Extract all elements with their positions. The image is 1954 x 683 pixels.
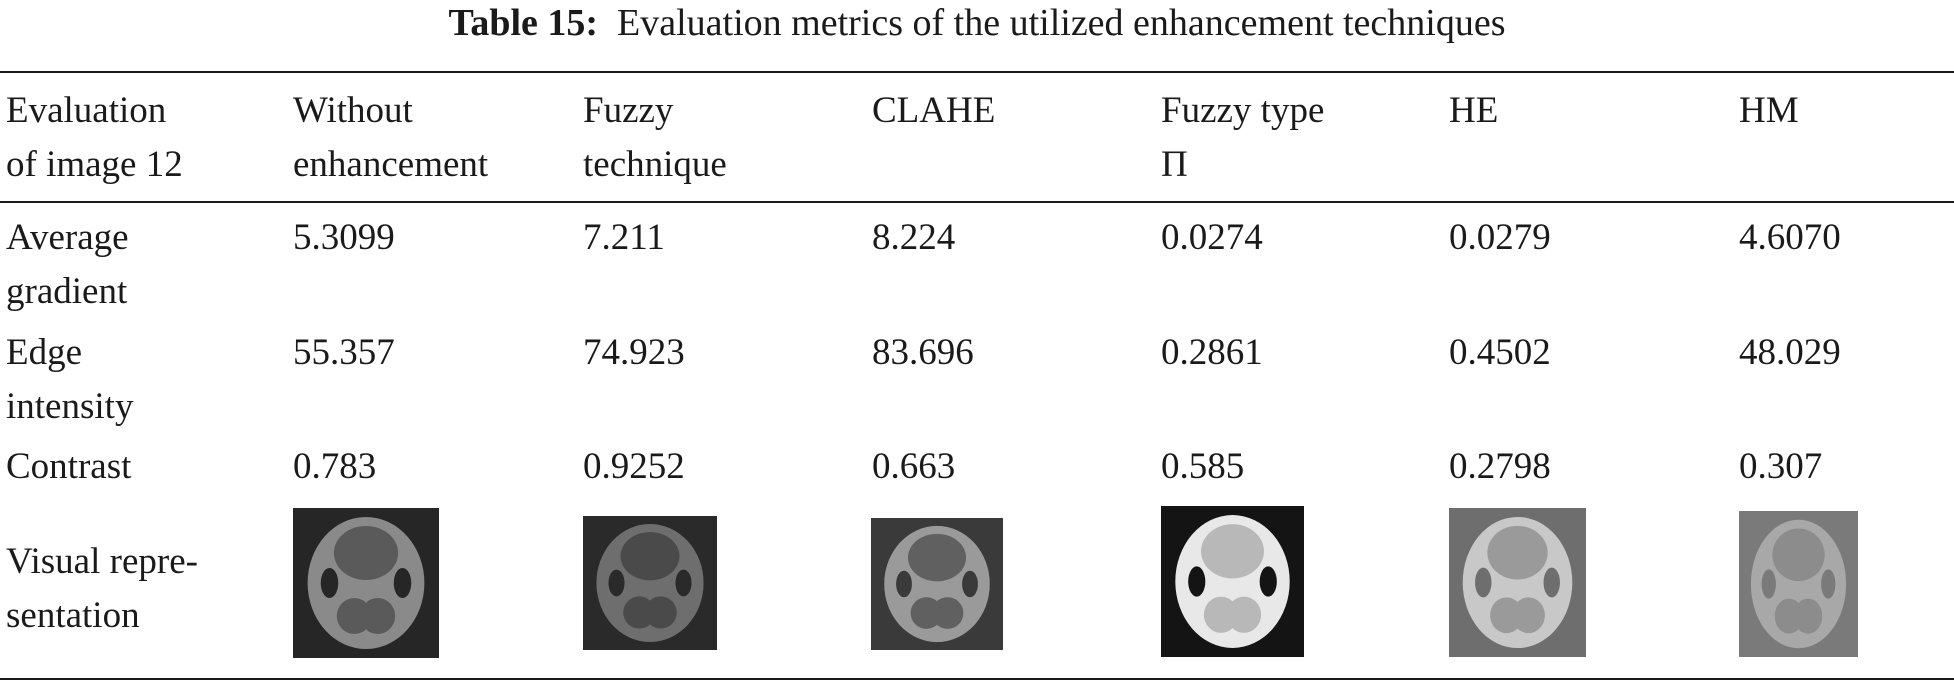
row-label: Contrast <box>6 446 132 487</box>
header-cell: HE <box>1449 90 1499 131</box>
caption-label: Table 15: <box>448 2 599 44</box>
thumbnail <box>293 508 439 658</box>
value-cell: 0.2798 <box>1449 446 1551 487</box>
value-cell: 83.696 <box>872 332 974 373</box>
value-cell: 0.9252 <box>583 446 685 487</box>
thumbnail <box>583 516 717 650</box>
value-cell: 55.357 <box>293 332 395 373</box>
value-cell: 74.923 <box>583 332 685 373</box>
header-cell: Fuzzy type <box>1161 90 1325 131</box>
caption-text: Evaluation metrics of the utilized enhan… <box>617 2 1506 44</box>
header-cell: Fuzzy <box>583 90 674 131</box>
value-cell: 0.0279 <box>1449 217 1551 258</box>
row-label: intensity <box>6 386 134 427</box>
thumbnail <box>1449 508 1586 657</box>
header-cell: HM <box>1739 90 1799 131</box>
thumbnail <box>871 518 1003 650</box>
row-label: Visual repre- <box>6 541 198 582</box>
value-cell: 0.663 <box>872 446 956 487</box>
header-cell: Without <box>293 90 413 131</box>
header-cell: technique <box>583 144 727 185</box>
thumbnail <box>1739 511 1858 657</box>
value-cell: 0.4502 <box>1449 332 1551 373</box>
value-cell: 5.3099 <box>293 217 395 258</box>
caption: Table 15: Evaluation metrics of the util… <box>0 0 1954 46</box>
value-cell: 0.585 <box>1161 446 1245 487</box>
bottom-rule <box>0 678 1954 680</box>
header-cell: enhancement <box>293 144 489 185</box>
thumbnail <box>1161 506 1304 657</box>
value-cell: 48.029 <box>1739 332 1841 373</box>
value-cell: 4.6070 <box>1739 217 1841 258</box>
header-cell: Π <box>1161 144 1188 185</box>
value-cell: 0.2861 <box>1161 332 1263 373</box>
value-cell: 7.211 <box>583 217 665 258</box>
row-label: Edge <box>6 332 83 373</box>
row-label: sentation <box>6 595 140 636</box>
value-cell: 0.783 <box>293 446 377 487</box>
header-cell: of image 12 <box>6 144 183 185</box>
header-cell: Evaluation <box>6 90 167 131</box>
value-cell: 0.307 <box>1739 446 1823 487</box>
header-rule <box>0 201 1954 203</box>
header-cell: CLAHE <box>872 90 996 131</box>
row-label: gradient <box>6 271 128 312</box>
value-cell: 0.0274 <box>1161 217 1263 258</box>
value-cell: 8.224 <box>872 217 956 258</box>
top-rule <box>0 71 1954 73</box>
row-label: Average <box>6 217 129 258</box>
